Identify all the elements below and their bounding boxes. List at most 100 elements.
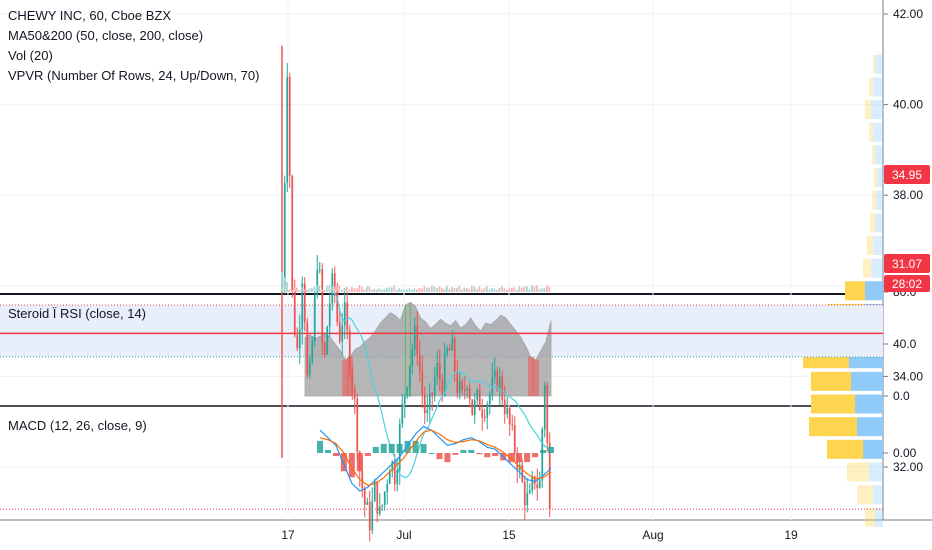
volume-bar	[301, 286, 303, 292]
candle-body	[373, 481, 376, 502]
rsi-indicator-label[interactable]: Steroid Ï RSI (close, 14)	[8, 306, 146, 321]
macd-panel[interactable]	[317, 425, 554, 492]
volume-bar	[393, 285, 396, 292]
candle-body	[506, 407, 509, 415]
volume-bar	[378, 288, 381, 292]
volume-bar	[506, 289, 508, 292]
volume-bar	[423, 285, 426, 292]
price-axis[interactable]: 42.0040.0038.0036.0034.0032.0080.040.00.…	[883, 7, 923, 474]
volume-bar	[466, 287, 468, 292]
vpvr-down-bar	[865, 100, 871, 120]
candle-body	[338, 321, 341, 342]
symbol-title[interactable]: CHEWY INC, 60, Cboe BZX	[8, 8, 172, 23]
volume-bar	[391, 287, 393, 292]
volume-bar	[303, 289, 306, 292]
vpvr-up-bar	[873, 77, 883, 97]
volume-bar	[446, 286, 448, 292]
rsi-oversold-mark	[532, 359, 539, 396]
volume-bar	[281, 272, 283, 292]
candle-body	[368, 501, 371, 531]
volume-bar	[478, 286, 481, 292]
volume-bar	[298, 289, 301, 292]
candle-body	[346, 302, 349, 331]
volume-bar	[336, 287, 338, 292]
time-axis[interactable]: 17 Jul 15 Aug 19	[281, 528, 798, 542]
volume-bar	[458, 285, 461, 292]
macd-indicator-label[interactable]: MACD (12, 26, close, 9)	[8, 418, 147, 433]
volume-bar	[453, 287, 456, 292]
candle-body	[356, 398, 359, 452]
candle-body	[343, 302, 346, 326]
rsi-panel[interactable]	[0, 301, 883, 397]
candle-body	[308, 362, 311, 376]
candle-body	[531, 476, 534, 491]
volume-bar	[323, 289, 326, 292]
candle-body	[541, 429, 544, 481]
candle-body	[533, 476, 536, 485]
volume-bar	[348, 289, 351, 292]
volume-bar	[358, 285, 361, 292]
y-tick-label: 32.00	[893, 460, 923, 474]
ma-indicator-label[interactable]: MA50&200 (50, close, 200, close)	[8, 28, 204, 43]
y-tick-label: 40.00	[893, 98, 923, 112]
volume-bar	[468, 288, 471, 292]
volume-bar	[431, 285, 433, 292]
volume-bar	[538, 288, 541, 292]
candle-body	[431, 393, 434, 396]
candle-body	[388, 471, 391, 484]
volume-bar	[491, 288, 493, 292]
y-tick-label: 38.00	[893, 188, 923, 202]
vpvr-down-bar	[869, 122, 873, 142]
candle-body	[451, 338, 454, 351]
y-tick-label: 34.00	[893, 369, 923, 383]
candle-body	[496, 370, 499, 390]
price-panel[interactable]	[0, 45, 883, 542]
candle-body	[463, 389, 466, 391]
candle-body	[473, 400, 476, 415]
candle-body	[513, 425, 516, 454]
candle-body	[393, 461, 396, 485]
macd-histogram-bar	[444, 453, 451, 463]
candle-body	[438, 362, 441, 381]
volume-bar	[291, 289, 293, 292]
candle-body	[283, 182, 286, 287]
macd-histogram-bar	[516, 453, 523, 463]
candle-body	[428, 393, 431, 410]
vpvr-up-bar	[877, 168, 883, 188]
candle-body	[446, 348, 449, 354]
candle-body	[453, 338, 456, 372]
macd-histogram-bar	[380, 443, 387, 453]
candle-body	[521, 464, 524, 482]
volume-indicator-label[interactable]: Vol (20)	[8, 48, 53, 63]
volume-bar	[518, 286, 521, 292]
candle-body	[433, 377, 436, 396]
macd-histogram-bar	[484, 453, 491, 458]
x-tick-label: 15	[502, 528, 516, 542]
vpvr-down-bar	[863, 258, 871, 278]
volume-bar	[416, 289, 418, 292]
volume-bar	[366, 286, 368, 292]
candle-body	[408, 365, 411, 388]
rsi-oversold-mark	[342, 359, 349, 396]
candle-body	[303, 283, 306, 323]
volume-bar	[481, 289, 483, 292]
candle-body	[481, 410, 484, 418]
candle-body	[313, 294, 316, 342]
volume-bar	[498, 287, 501, 292]
candle-body	[528, 490, 531, 493]
vpvr-indicator-label[interactable]: VPVR (Number Of Rows, 24, Up/Down, 70)	[8, 68, 260, 83]
volume-bar	[548, 286, 551, 292]
candle-body	[456, 371, 459, 393]
macd-histogram-bar	[364, 453, 371, 457]
volume-bar	[288, 289, 291, 292]
volume-bar	[501, 286, 503, 292]
vpvr-up-bar	[875, 145, 883, 165]
candle-body	[523, 481, 526, 506]
macd-histogram-bar	[540, 449, 547, 453]
candle-body	[498, 376, 501, 390]
volume-bar	[493, 288, 496, 292]
candle-body	[418, 354, 421, 371]
volume-bar	[356, 288, 358, 292]
candle-body	[548, 442, 551, 510]
